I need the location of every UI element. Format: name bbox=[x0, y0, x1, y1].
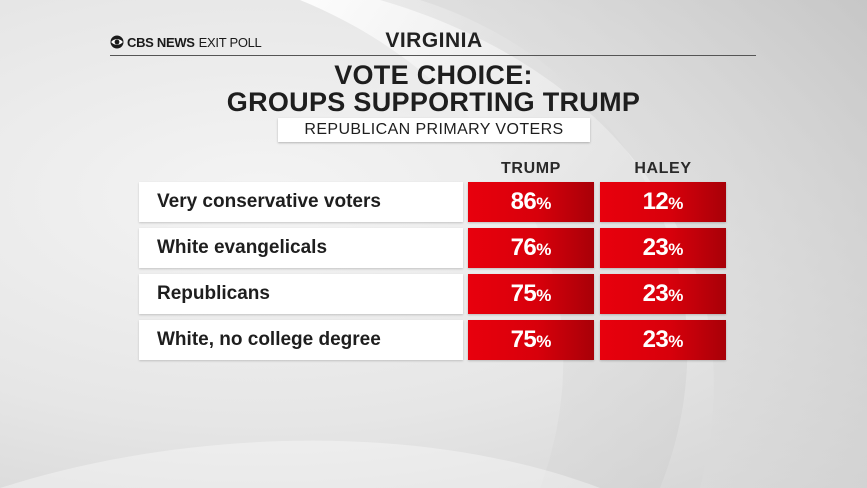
column-header-haley: HALEY bbox=[634, 160, 692, 177]
value-number: 75 bbox=[510, 326, 537, 353]
header-divider bbox=[110, 55, 756, 56]
title-line-1: VOTE CHOICE: bbox=[334, 60, 533, 90]
trump-value-cell: 75% bbox=[468, 274, 594, 314]
brand-sub: EXIT POLL bbox=[198, 34, 262, 50]
percent-sign: % bbox=[668, 332, 684, 351]
subtitle-badge: REPUBLICAN PRIMARY VOTERS bbox=[278, 118, 590, 142]
column-header-trump: TRUMP bbox=[501, 160, 561, 177]
value-number: 76 bbox=[510, 234, 537, 261]
state-name: VIRGINIA bbox=[385, 29, 483, 52]
trump-value-cell: 75% bbox=[468, 320, 594, 360]
brand-name: CBS NEWS bbox=[127, 34, 195, 50]
percent-sign: % bbox=[668, 286, 684, 305]
haley-value-cell: 23% bbox=[600, 320, 726, 360]
value-number: 23 bbox=[642, 234, 669, 261]
haley-value-cell: 23% bbox=[600, 228, 726, 268]
haley-value-cell: 23% bbox=[600, 274, 726, 314]
row-label: Very conservative voters bbox=[139, 182, 463, 222]
percent-sign: % bbox=[536, 286, 552, 305]
trump-value-cell: 76% bbox=[468, 228, 594, 268]
value-number: 75 bbox=[510, 280, 537, 307]
value-number: 86 bbox=[510, 188, 537, 215]
value-number: 23 bbox=[642, 280, 669, 307]
row-label: White evangelicals bbox=[139, 228, 463, 268]
percent-sign: % bbox=[668, 240, 684, 259]
percent-sign: % bbox=[536, 194, 552, 213]
percent-sign: % bbox=[536, 240, 552, 259]
percent-sign: % bbox=[536, 332, 552, 351]
row-label: White, no college degree bbox=[139, 320, 463, 360]
cbs-news-brand: CBS NEWS EXIT POLL bbox=[110, 34, 262, 50]
chart-title: VOTE CHOICE: GROUPS SUPPORTING TRUMP bbox=[180, 62, 687, 116]
value-number: 12 bbox=[642, 188, 669, 215]
title-line-2: GROUPS SUPPORTING TRUMP bbox=[226, 87, 641, 117]
percent-sign: % bbox=[668, 194, 684, 213]
haley-value-cell: 12% bbox=[600, 182, 726, 222]
value-number: 23 bbox=[642, 326, 669, 353]
trump-value-cell: 86% bbox=[468, 182, 594, 222]
cbs-eye-icon bbox=[110, 35, 124, 49]
row-label: Republicans bbox=[139, 274, 463, 314]
